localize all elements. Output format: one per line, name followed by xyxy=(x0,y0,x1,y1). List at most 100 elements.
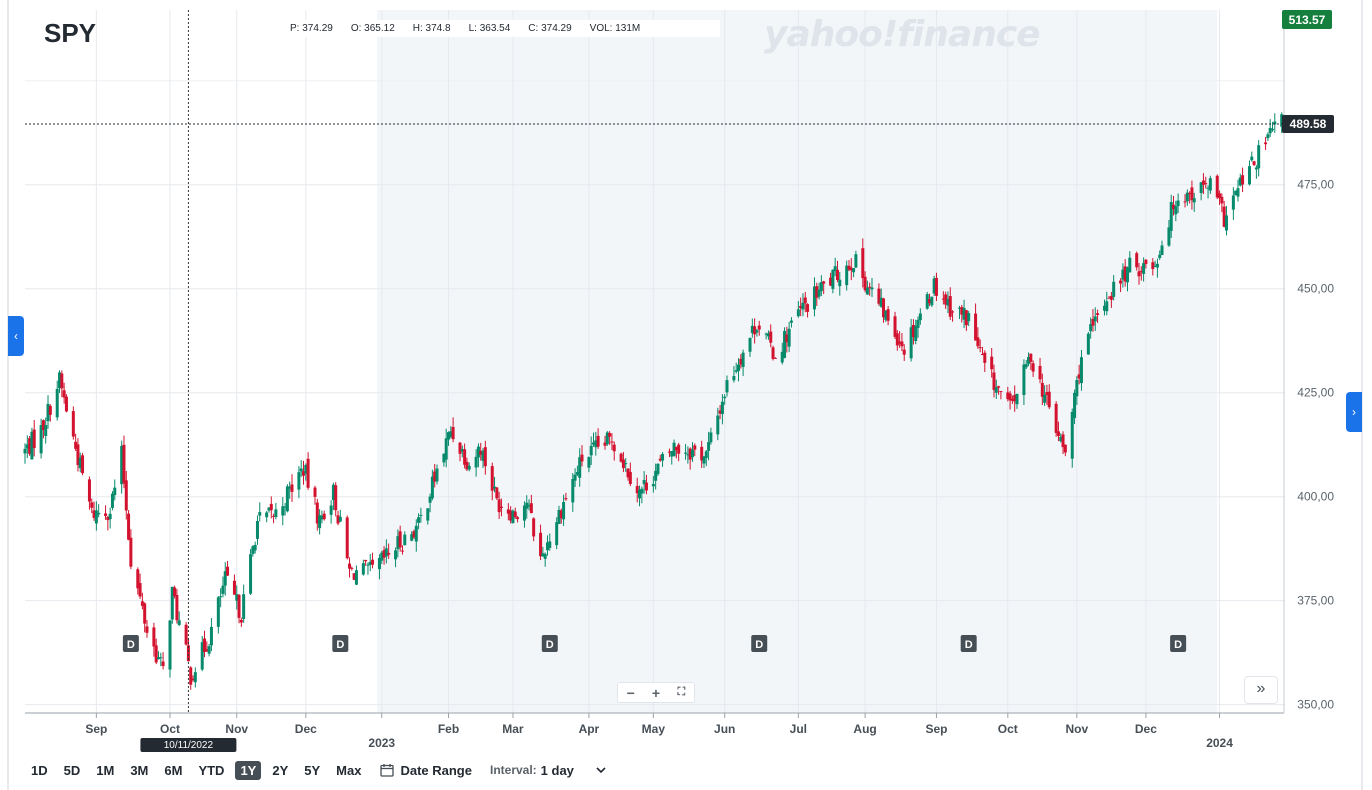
candle-body xyxy=(644,482,648,491)
candle-body xyxy=(1204,183,1208,185)
candle-body xyxy=(755,330,759,333)
candle-body xyxy=(490,466,494,491)
candle-body xyxy=(156,657,160,660)
candle-body xyxy=(831,269,835,289)
candle-body xyxy=(677,444,681,454)
candle-body xyxy=(127,513,131,540)
candle-body xyxy=(87,479,91,502)
scroll-left-button[interactable]: ‹ xyxy=(8,316,24,356)
candle-body xyxy=(1045,392,1049,395)
candle-body xyxy=(667,451,671,453)
candle-body xyxy=(911,324,915,338)
candle-body xyxy=(900,341,904,347)
candle-body xyxy=(930,296,934,306)
candle-body xyxy=(435,468,439,482)
candle-body xyxy=(1270,128,1274,131)
candle-body xyxy=(288,486,292,489)
candle-body xyxy=(1169,202,1173,231)
range-button-1y[interactable]: 1Y xyxy=(235,760,262,780)
candle-body xyxy=(621,459,625,469)
candle-body xyxy=(426,508,430,521)
candle-body xyxy=(1089,324,1093,332)
candle-body xyxy=(90,502,94,508)
candle-body xyxy=(734,370,738,372)
range-button-5y[interactable]: 5Y xyxy=(304,762,321,778)
candle-body xyxy=(417,517,421,523)
x-tick-label: Nov xyxy=(225,722,248,736)
candle-body xyxy=(895,333,899,346)
candle-body xyxy=(944,294,948,305)
candle-body xyxy=(281,506,285,516)
candle-body xyxy=(948,296,952,317)
candle-body xyxy=(654,470,658,481)
candle-body xyxy=(1238,177,1242,186)
range-button-max[interactable]: Max xyxy=(336,762,362,778)
candle-body xyxy=(799,306,803,309)
candle-body xyxy=(983,352,987,363)
candle-body xyxy=(97,512,101,515)
candle-body xyxy=(737,364,741,371)
current-price-label: 489.58 xyxy=(1290,117,1327,131)
scroll-right-button[interactable]: › xyxy=(1346,392,1362,432)
candle-body xyxy=(145,626,149,633)
candle-body xyxy=(815,286,819,298)
candle-body xyxy=(1040,382,1044,397)
candle-body xyxy=(1151,262,1155,269)
jump-to-latest-button[interactable]: » xyxy=(1244,676,1278,704)
candle-body xyxy=(170,586,174,620)
candle-body xyxy=(718,410,722,414)
candle-body xyxy=(529,503,533,514)
x-tick-label: Apr xyxy=(579,722,600,736)
candle-body xyxy=(1091,318,1095,326)
candle-body xyxy=(1268,127,1272,134)
candle-body xyxy=(120,445,124,485)
year-shade xyxy=(377,10,1218,713)
range-button-2y[interactable]: 2Y xyxy=(272,762,289,778)
candle-body xyxy=(925,294,929,309)
candle-body xyxy=(184,624,188,645)
range-button-1m[interactable]: 1M xyxy=(96,762,115,778)
candle-body xyxy=(573,474,577,481)
candle-body xyxy=(916,319,920,328)
candle-body xyxy=(709,432,713,443)
range-button-1d[interactable]: 1D xyxy=(31,762,48,778)
candle-body xyxy=(548,541,552,548)
candle-body xyxy=(596,435,600,447)
range-button-6m[interactable]: 6M xyxy=(164,762,183,778)
zoom-controls: − + ⛶ xyxy=(617,682,695,703)
fullscreen-icon[interactable]: ⛶ xyxy=(677,686,686,698)
price-readout: P: 374.29 xyxy=(290,23,333,34)
candle-body xyxy=(868,286,872,288)
candle-body xyxy=(232,580,236,595)
candle-body xyxy=(60,373,64,389)
candle-body xyxy=(817,289,821,297)
candle-body xyxy=(803,297,807,304)
candle-body xyxy=(304,464,308,474)
x-tick-label: Sep xyxy=(925,722,947,736)
candle-body xyxy=(251,546,255,554)
zoom-in-button[interactable]: + xyxy=(651,684,661,701)
candle-body xyxy=(315,502,319,524)
candle-body xyxy=(539,532,543,557)
candle-body xyxy=(603,442,607,446)
candle-body xyxy=(267,507,271,511)
candle-body xyxy=(1192,198,1196,203)
candle-body xyxy=(951,311,955,313)
candle-body xyxy=(1112,281,1116,297)
candle-body xyxy=(725,380,729,393)
candle-body xyxy=(348,563,352,569)
candle-body xyxy=(1027,357,1031,364)
candle-body xyxy=(62,390,66,398)
zoom-out-button[interactable]: − xyxy=(626,684,635,701)
range-button-3m[interactable]: 3M xyxy=(130,762,149,778)
candle-body xyxy=(283,506,287,508)
x-tick-label: Aug xyxy=(853,722,876,736)
dividend-marker-label: D xyxy=(755,639,763,651)
range-button-5d[interactable]: 5D xyxy=(63,762,81,778)
candle-body xyxy=(94,510,98,524)
interval-select[interactable]: Interval: 1 day xyxy=(490,763,606,778)
range-button-ytd[interactable]: YTD xyxy=(198,762,225,778)
candle-body xyxy=(203,638,207,652)
date-range-button[interactable]: Date Range xyxy=(380,763,472,778)
